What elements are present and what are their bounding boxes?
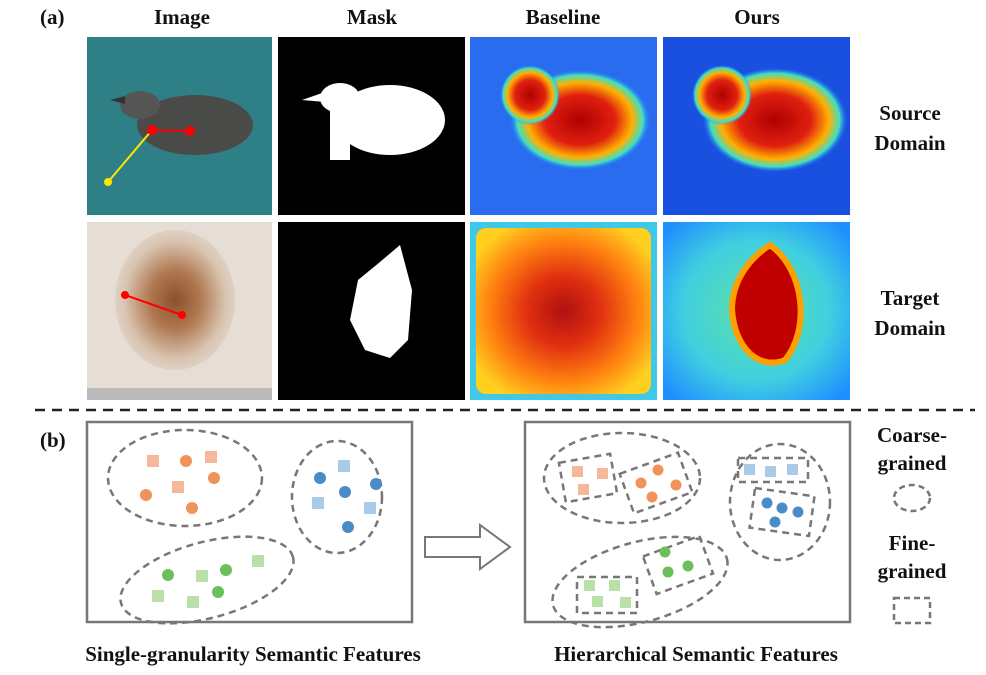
legend-label: grained	[878, 451, 947, 475]
row-label: Source	[879, 101, 940, 125]
column-header: Ours	[734, 5, 780, 29]
caption: Hierarchical Semantic Features	[554, 642, 838, 666]
arrow	[424, 523, 512, 571]
legend-ellipse	[892, 483, 932, 513]
legend-rect	[892, 596, 932, 625]
source-image	[87, 37, 272, 215]
panel-label: (b)	[40, 428, 66, 452]
source-baseline	[470, 37, 657, 215]
legend-label: Fine-	[889, 531, 936, 555]
right-diagram	[523, 420, 852, 629]
target-mask	[278, 222, 465, 400]
row-label: Target	[881, 286, 940, 310]
caption: Single-granularity Semantic Features	[85, 642, 421, 666]
row-label: Domain	[874, 316, 945, 340]
legend-label: grained	[878, 559, 947, 583]
panel-label: (a)	[40, 5, 65, 29]
target-ours	[663, 222, 850, 400]
column-header: Image	[154, 5, 210, 29]
row-label: Domain	[874, 131, 945, 155]
right-points	[572, 464, 804, 608]
source-mask	[278, 37, 465, 215]
column-header: Mask	[347, 5, 397, 29]
source-ours	[663, 37, 850, 215]
left-diagram	[85, 420, 414, 625]
target-baseline	[470, 222, 657, 400]
column-header: Baseline	[526, 5, 601, 29]
target-image	[87, 222, 272, 400]
legend-label: Coarse-	[877, 423, 947, 447]
left-points	[140, 451, 382, 608]
